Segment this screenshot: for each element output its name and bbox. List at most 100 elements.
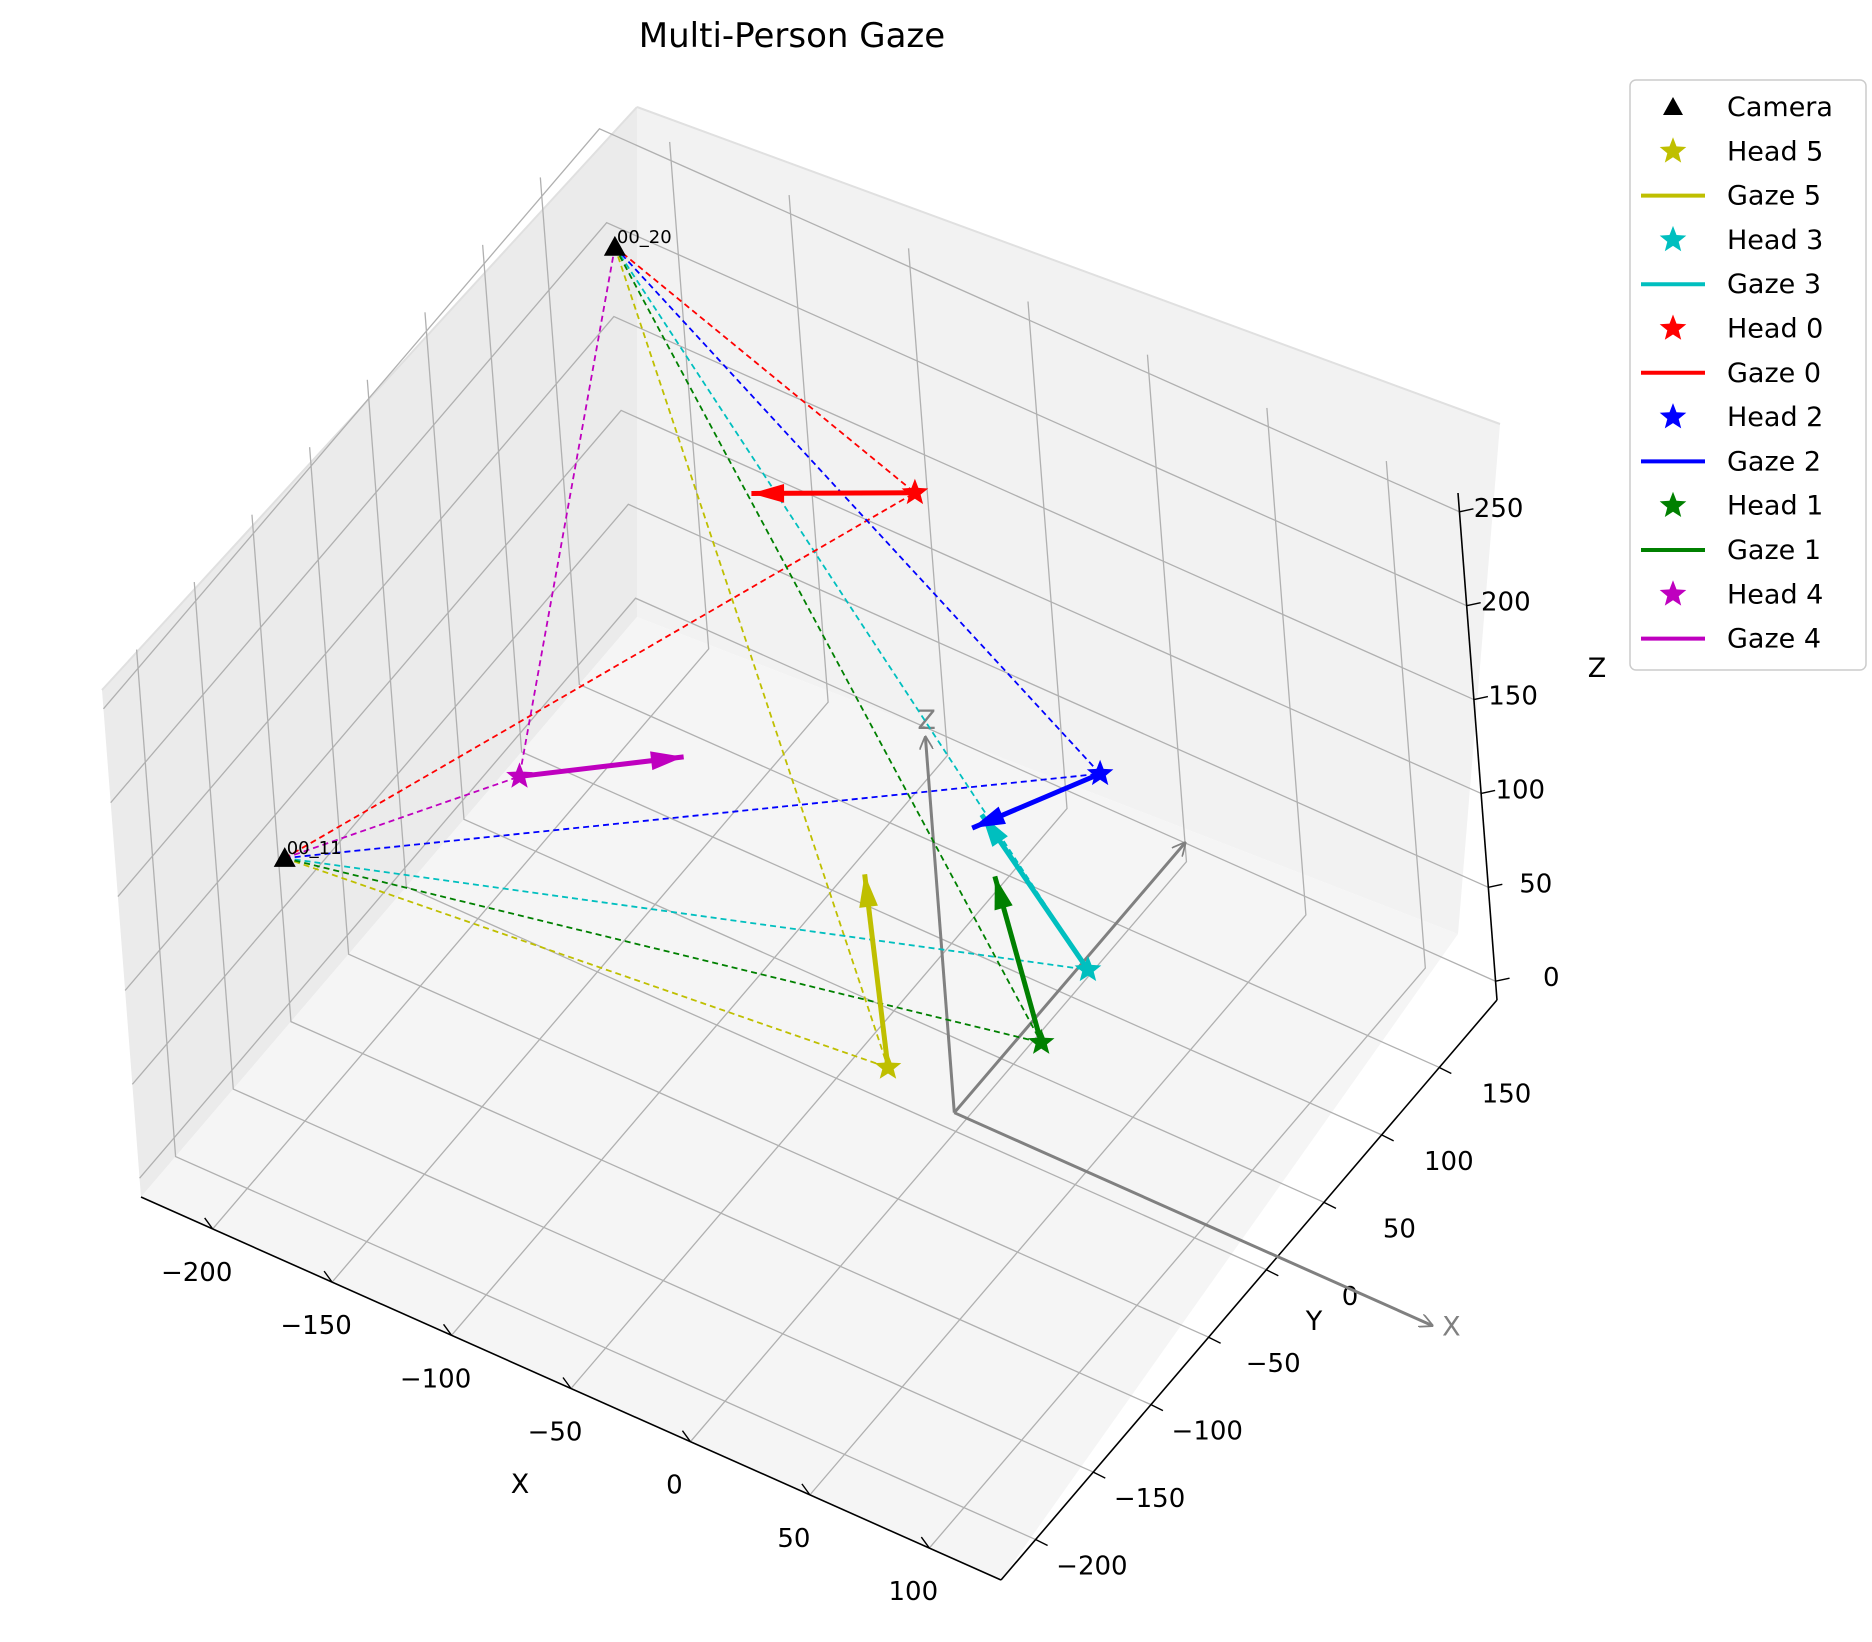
x-tick-label: 100 — [889, 1577, 939, 1607]
legend-marker — [1659, 403, 1687, 429]
legend-marker — [1659, 491, 1687, 517]
camera-ray — [614, 246, 916, 494]
gaze-arrowhead — [751, 483, 785, 503]
legend-marker — [1659, 137, 1687, 163]
camera-ray — [614, 246, 1089, 971]
z-tick-label: 0 — [1543, 963, 1560, 993]
camera-ray — [284, 491, 916, 859]
z-tick-label: 100 — [1495, 775, 1545, 805]
y-tick-label: 150 — [1482, 1079, 1532, 1109]
y-gridline — [482, 244, 1382, 1136]
x-tick-mark — [323, 1270, 333, 1283]
x-tick-label: 50 — [777, 1524, 810, 1554]
legend-label: Gaze 1 — [1727, 535, 1821, 566]
y-tick-mark — [1381, 1134, 1394, 1142]
y-axis-line — [1000, 999, 1498, 1581]
head-marker — [1074, 955, 1102, 982]
legend-marker — [1659, 580, 1687, 606]
legend-label: Head 2 — [1727, 402, 1823, 433]
x-tick-label: −200 — [161, 1258, 232, 1288]
z-tick-mark — [1459, 508, 1474, 513]
z-tick-mark — [1488, 883, 1503, 889]
y-tick-label: −100 — [1172, 1417, 1243, 1447]
origin-z-arrow — [925, 737, 956, 1113]
z-gridline — [102, 127, 1460, 710]
gaze-arrowhead — [650, 751, 684, 771]
z-gridline — [110, 221, 1467, 804]
z-gridline — [117, 315, 1475, 897]
x-tick-label: −150 — [280, 1311, 351, 1341]
legend-label: Gaze 2 — [1727, 446, 1821, 477]
legend-marker — [1663, 97, 1683, 115]
x-tick-label: −100 — [400, 1364, 471, 1394]
z-tick-label: 50 — [1519, 869, 1552, 899]
z-tick-label: 200 — [1481, 588, 1531, 618]
camera-label: 00_11 — [287, 838, 342, 859]
axes-panes — [101, 106, 1501, 1580]
x-gridline — [451, 248, 949, 1336]
y-gridline — [308, 447, 1209, 1338]
x-tick-label: 0 — [666, 1471, 683, 1501]
back-pane-edge-top — [636, 106, 1501, 425]
x-gridline — [809, 407, 1307, 1496]
y-gridline — [539, 177, 1440, 1069]
legend-label: Gaze 3 — [1727, 269, 1821, 300]
z-tick-mark — [1466, 601, 1481, 607]
x-gridline — [570, 301, 1068, 1389]
y-gridline — [193, 582, 1094, 1473]
floor-pane — [141, 617, 1458, 1580]
legend-label: Head 5 — [1727, 136, 1823, 167]
z-gridline — [124, 409, 1482, 991]
x-tick-mark — [204, 1217, 214, 1230]
z-tick-label: 150 — [1488, 682, 1538, 712]
legend-label: Gaze 4 — [1727, 624, 1821, 655]
z-gridline — [139, 597, 1496, 1179]
y-gridline — [135, 649, 1036, 1541]
x-tick-mark — [920, 1536, 930, 1549]
head-marker — [874, 1053, 902, 1079]
y-tick-label: −200 — [1056, 1552, 1127, 1582]
head-markers — [506, 478, 1114, 1079]
legend-marker — [1659, 225, 1687, 252]
origin-x-arrow — [953, 1111, 1432, 1326]
legend-label: Gaze 5 — [1727, 181, 1821, 212]
y-tick-label: −150 — [1114, 1484, 1185, 1514]
camera-rays — [284, 246, 1101, 1069]
camera-label: 00_20 — [617, 227, 672, 248]
x-gridline — [928, 461, 1427, 1549]
origin-z-label: Z — [917, 705, 936, 736]
gaze-arrowhead — [859, 874, 878, 908]
z-tick-label: 250 — [1474, 494, 1524, 524]
y-tick-label: 50 — [1383, 1214, 1416, 1244]
gaze-arrowhead — [972, 806, 1006, 829]
legend-label: Gaze 0 — [1727, 358, 1821, 389]
camera-ray — [284, 857, 1089, 971]
z-gridline — [131, 503, 1489, 1085]
grid-lines — [102, 127, 1496, 1549]
head-marker — [1086, 759, 1114, 786]
legend-label: Head 0 — [1727, 314, 1823, 345]
legend: Camera Head 5 Gaze 5 Head 3 Gaze 3 Head 0 Gaze… — [1629, 79, 1867, 671]
origin-axes: XZ — [917, 705, 1460, 1342]
legend-items: Camera Head 5 Gaze 5 Head 3 Gaze 3 Head 0 Gaze… — [1641, 92, 1833, 655]
camera-ray — [614, 246, 1042, 1043]
legend-label: Camera — [1727, 92, 1833, 123]
y-tick-mark — [1092, 1471, 1106, 1479]
z-tick-mark — [1473, 695, 1489, 701]
head-marker — [506, 762, 533, 788]
x-tick-mark — [442, 1323, 453, 1336]
x-gridline — [212, 141, 710, 1230]
chart-title: Multi-Person Gaze — [639, 16, 945, 56]
back-pane — [637, 107, 1500, 934]
y-tick-mark — [1323, 1201, 1337, 1209]
z-axis-line — [1457, 492, 1498, 1001]
origin-y-arrow — [953, 843, 1185, 1114]
camera-marker — [603, 235, 626, 256]
legend-label: Head 3 — [1727, 225, 1823, 256]
y-gridline — [251, 514, 1152, 1406]
y-tick-mark — [1150, 1404, 1164, 1412]
x-tick-mark — [562, 1377, 572, 1389]
y-tick-mark — [1439, 1066, 1452, 1075]
left-pane — [102, 107, 637, 1197]
z-tick-mark — [1480, 789, 1496, 795]
